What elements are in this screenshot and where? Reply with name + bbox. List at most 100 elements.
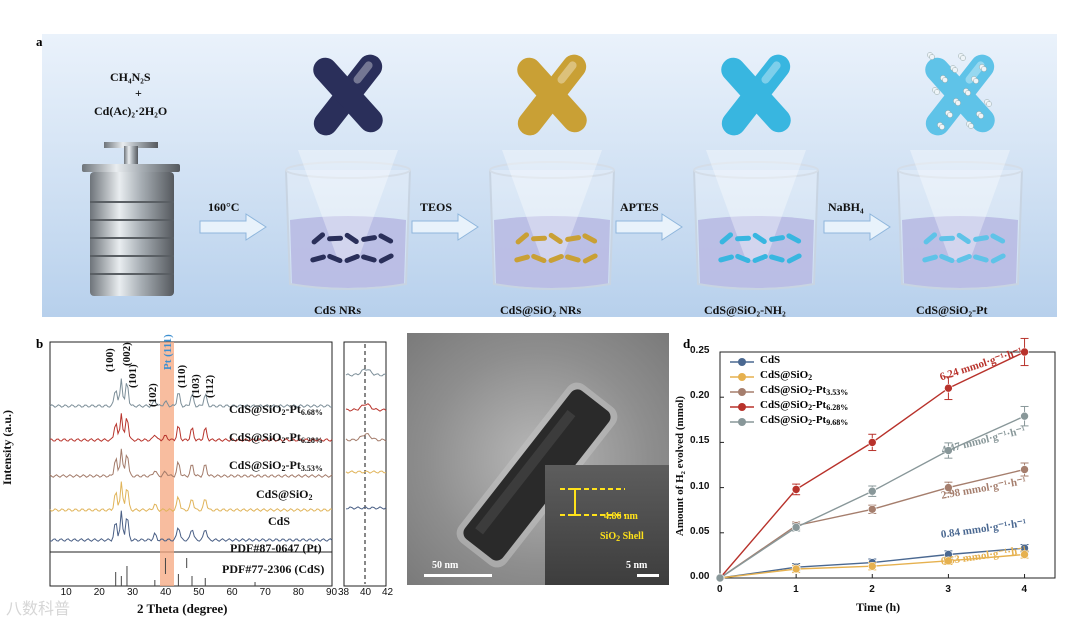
arrow-step-4-icon — [823, 213, 891, 241]
step-label-1: 160°C — [208, 200, 240, 214]
h2-point — [867, 504, 877, 514]
arrow-step-2-icon — [411, 213, 479, 241]
xrd-inset-tick: 40 — [360, 587, 372, 598]
inset-trace-3 — [345, 432, 387, 442]
sub: 2 — [281, 436, 286, 445]
h2-y-tick: 0.15 — [690, 435, 710, 447]
scale-label-inset: 5 nm — [626, 560, 648, 571]
inset-trace-5 — [345, 506, 387, 510]
shell-label-sub: 2 — [616, 534, 621, 543]
h2-legend-marker — [738, 403, 746, 411]
xrd-x-tick: 40 — [160, 587, 172, 598]
beaker-3 — [693, 54, 819, 290]
xrd-x-tick: 30 — [126, 587, 139, 598]
xrd-x-tick: 90 — [326, 587, 338, 598]
nanorod-pair-3 — [721, 54, 791, 136]
h2-point — [715, 573, 725, 583]
h2-y-tick: 0.00 — [690, 571, 710, 582]
xrd-trace-3 — [49, 448, 333, 478]
xrd-trace-5 — [49, 510, 333, 542]
h2-x-tick: 0 — [717, 584, 723, 595]
xrd-trace-4 — [49, 481, 333, 512]
sub: 3.53% — [300, 464, 323, 473]
autoclave-icon — [82, 142, 180, 296]
shell-label-main: SiO — [600, 531, 617, 542]
beaker-1 — [285, 54, 411, 290]
sub: 2 — [808, 403, 813, 412]
reagent-thiourea: CH₄N₂S — [110, 70, 151, 84]
h2-plot-frame — [719, 351, 1056, 579]
product-label-3: CdS@SiO₂-NH₂ — [704, 303, 786, 317]
xrd-x-tick: 10 — [60, 587, 72, 598]
sub: 6.28% — [826, 403, 849, 412]
h2-ylabel: Amount of H₂ evolved (mmol) — [674, 395, 687, 537]
h2-legend-entry: CdS@SiO2-Pt9.68% — [760, 414, 849, 427]
xrd-trace-2 — [50, 413, 333, 442]
beaker-2 — [489, 54, 615, 290]
sub: 2 — [308, 493, 313, 502]
sub: 2 — [808, 388, 813, 397]
tem-inset-hrtem — [545, 465, 669, 585]
h2-point — [867, 561, 877, 571]
xrd-x-tick: 70 — [259, 587, 271, 598]
xrd-trace-label: CdS — [268, 514, 291, 528]
xrd-trace-label: CdS@SiO2 — [256, 487, 313, 502]
step-label-2: TEOS — [420, 200, 453, 214]
xrd-xlabel: 2 Theta (degree) — [137, 601, 228, 616]
panel-d-label: d — [683, 336, 691, 351]
h2-legend-entry: CdS@SiO2-Pt6.28% — [760, 399, 849, 412]
h2-point — [791, 523, 801, 532]
beaker-4 — [897, 52, 1023, 290]
h2-point — [791, 564, 801, 574]
h2-point — [791, 485, 801, 494]
watermark: 八数科普 — [6, 599, 71, 618]
reagent-cadmium-acetate: Cd(Ac)₂·2H₂O — [94, 104, 168, 118]
shell-label-tail: Shell — [620, 531, 644, 542]
h2-y-tick: 0.10 — [690, 480, 710, 492]
xrd-trace-label: CdS@SiO2-Pt3.53% — [229, 458, 323, 473]
panel-b-label: b — [36, 336, 44, 351]
nanorod-pair-2 — [517, 54, 587, 136]
plus-sign: + — [135, 86, 142, 100]
panel-a-label: a — [36, 34, 43, 49]
xrd-x-tick: 80 — [292, 587, 304, 598]
inset-trace-2 — [345, 403, 387, 412]
xrd-x-tick: 20 — [93, 587, 105, 598]
h2-point — [1020, 347, 1029, 357]
pt-111-highlight — [160, 342, 174, 586]
h2-x-tick: 4 — [1021, 584, 1028, 595]
h2-point — [867, 438, 877, 447]
product-label-1: CdS NRs — [314, 303, 362, 317]
h2-point — [944, 556, 953, 566]
xrd-trace-label: CdS@SiO2-Pt6.28% — [229, 430, 323, 445]
h2-point — [1020, 411, 1029, 421]
h2-legend-entry: CdS — [760, 354, 781, 366]
tem-inset-annotation — [560, 488, 659, 577]
sub: 6.68% — [300, 408, 323, 417]
xrd-inset-tick: 38 — [338, 587, 350, 598]
h2-legend-marker — [738, 373, 746, 381]
h2-legend-marker — [738, 358, 746, 366]
inset-trace-1 — [345, 368, 387, 377]
xrd-inset-frame — [343, 341, 387, 587]
product-label-4: CdS@SiO₂-Pt — [916, 303, 988, 317]
xrd-x-tick: 50 — [193, 587, 205, 598]
h2-x-tick: 2 — [869, 584, 875, 595]
h2-point — [944, 446, 953, 455]
h2-legend-entry: CdS@SiO2-Pt3.53% — [760, 384, 849, 397]
h2-point — [1020, 550, 1029, 559]
ref-cds-label: PDF#77-2306 (CdS) — [222, 562, 325, 576]
h2-y-tick: 0.20 — [690, 390, 710, 402]
nanorod-pair-4 — [925, 52, 995, 136]
tem-nanorod — [456, 382, 618, 568]
xrd-inset-tick: 42 — [382, 587, 394, 598]
beakers-and-nanorods — [285, 52, 1023, 290]
xrd-ref-frame — [49, 551, 333, 587]
sub: 2 — [281, 408, 286, 417]
sub: 2 — [808, 418, 813, 427]
h2-y-tick: 0.05 — [690, 525, 710, 537]
h2-point — [1020, 465, 1029, 474]
sub: 3.53% — [826, 388, 849, 397]
step-label-4: NaBH₄ — [828, 200, 864, 214]
